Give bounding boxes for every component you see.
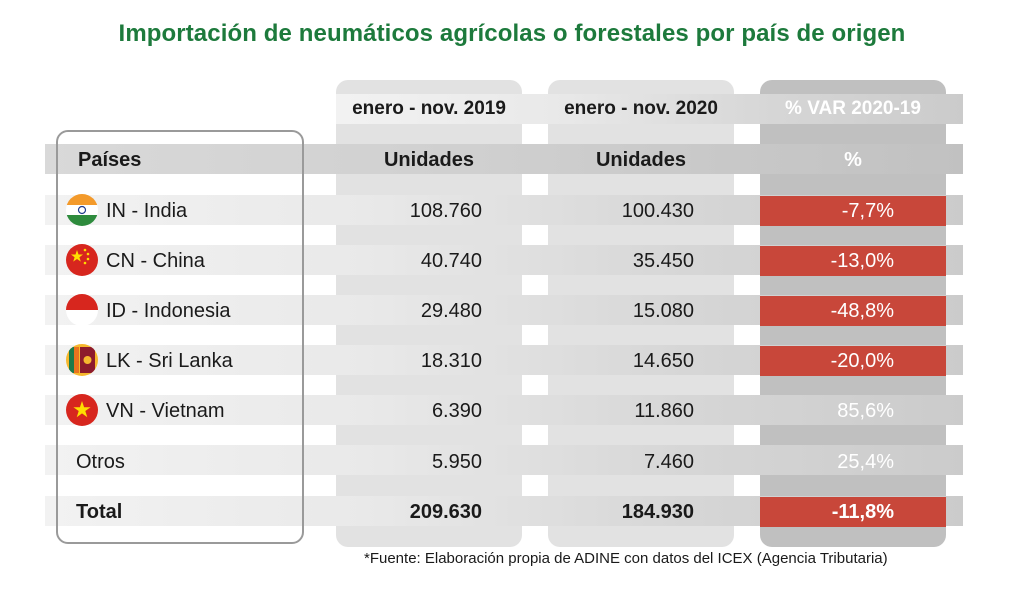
value-2019: 29.480 (420, 300, 482, 322)
var-unit-header: % (844, 149, 862, 171)
vietnam-flag-icon (66, 394, 98, 426)
india-flag-icon (66, 194, 98, 226)
value-2019: 5.950 (431, 451, 482, 473)
variation-cell: 85,6% (837, 400, 894, 422)
row-stripe (45, 445, 963, 475)
total-2020: 184.930 (621, 501, 694, 523)
variation-cell: 25,4% (837, 451, 894, 473)
value-2020: 11.860 (634, 400, 694, 422)
country-name: IN - India (106, 200, 188, 222)
country-name: Otros (76, 451, 125, 473)
total-label: Total (76, 501, 123, 523)
total-variation: -11,8% (760, 497, 946, 527)
period-2019-label: enero - nov. 2019 (352, 98, 506, 119)
units-header-stripe (45, 144, 963, 174)
value-2020: 15.080 (632, 300, 694, 322)
period-2020-label: enero - nov. 2020 (564, 98, 718, 119)
value-2020: 35.450 (632, 250, 694, 272)
var-column-label: % VAR 2020-19 (785, 98, 921, 119)
country-name: VN - Vietnam (106, 400, 225, 422)
variation-cell: -20,0% (760, 346, 946, 376)
period-header-stripe (336, 94, 963, 124)
variation-cell: -13,0% (760, 246, 946, 276)
variation-cell: -48,8% (760, 296, 946, 326)
countries-header: Países (78, 149, 142, 171)
units-2020-header: Unidades (595, 149, 687, 171)
country-name: LK - Sri Lanka (106, 350, 233, 372)
countries-column-frame (56, 130, 304, 544)
value-2019: 40.740 (420, 250, 482, 272)
row-stripe (45, 395, 963, 425)
value-2019: 6.390 (431, 400, 482, 422)
variation-cell: -7,7% (760, 196, 946, 226)
value-2019: 108.760 (409, 200, 482, 222)
country-name: CN - China (106, 250, 205, 272)
china-flag-icon (66, 244, 98, 276)
value-2020: 14.650 (632, 350, 694, 372)
value-2020: 100.430 (621, 200, 694, 222)
source-footnote: *Fuente: Elaboración propia de ADINE con… (364, 550, 888, 567)
country-name: ID - Indonesia (106, 300, 231, 322)
sri-lanka-flag-icon (66, 344, 98, 376)
indonesia-flag-icon (66, 294, 98, 326)
value-2019: 18.310 (420, 350, 482, 372)
units-2019-header: Unidades (383, 149, 475, 171)
page-title: Importación de neumáticos agrícolas o fo… (118, 20, 906, 47)
value-2020: 7.460 (643, 451, 694, 473)
total-2019: 209.630 (409, 501, 482, 523)
